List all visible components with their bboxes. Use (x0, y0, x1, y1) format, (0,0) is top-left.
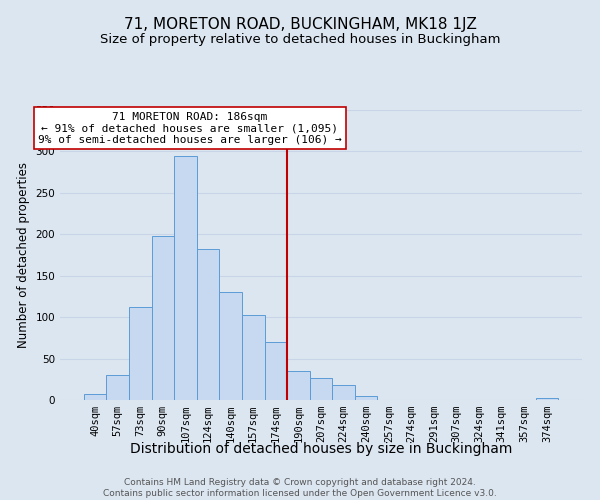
Text: 71, MORETON ROAD, BUCKINGHAM, MK18 1JZ: 71, MORETON ROAD, BUCKINGHAM, MK18 1JZ (124, 18, 476, 32)
Bar (355, 396, 377, 400)
Bar (265, 342, 287, 400)
Bar (197, 249, 220, 400)
Bar (536, 398, 558, 400)
Bar (129, 307, 152, 400)
Bar (84, 394, 106, 400)
Text: Contains HM Land Registry data © Crown copyright and database right 2024.
Contai: Contains HM Land Registry data © Crown c… (103, 478, 497, 498)
Bar (287, 371, 310, 400)
Bar (152, 236, 174, 400)
Bar (310, 378, 332, 400)
Text: Size of property relative to detached houses in Buckingham: Size of property relative to detached ho… (100, 32, 500, 46)
Bar (220, 292, 242, 400)
Bar (174, 156, 197, 400)
Bar (332, 385, 355, 400)
Y-axis label: Number of detached properties: Number of detached properties (17, 162, 30, 348)
Text: 71 MORETON ROAD: 186sqm
← 91% of detached houses are smaller (1,095)
9% of semi-: 71 MORETON ROAD: 186sqm ← 91% of detache… (38, 112, 342, 145)
Bar (106, 375, 129, 400)
Text: Distribution of detached houses by size in Buckingham: Distribution of detached houses by size … (130, 442, 512, 456)
Bar (242, 314, 265, 400)
